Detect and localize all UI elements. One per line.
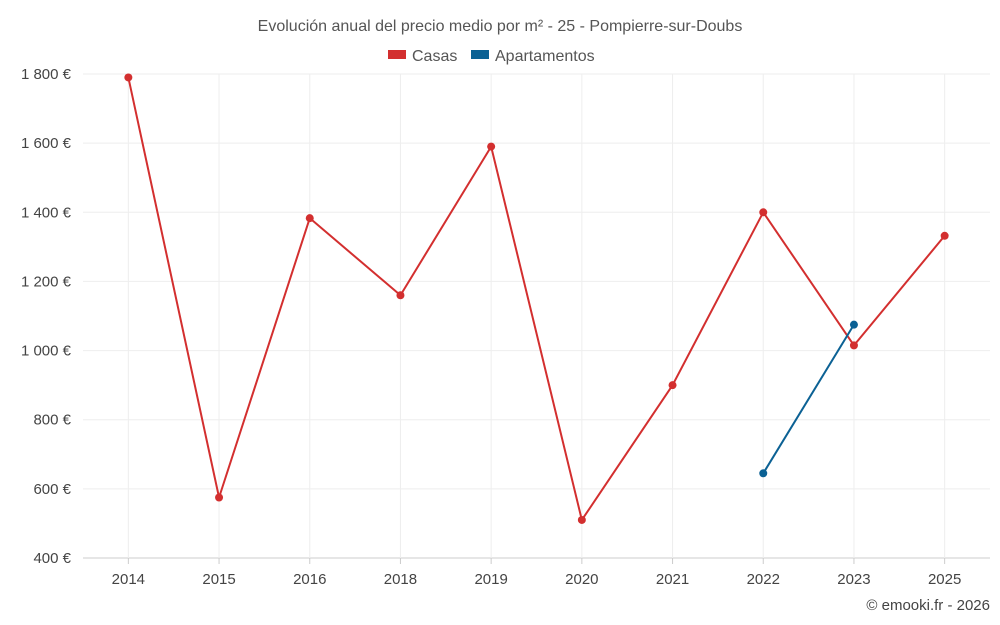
data-point-apartamentos[interactable] xyxy=(849,320,858,329)
legend-swatch-apartamentos xyxy=(471,50,489,59)
data-point-casas[interactable] xyxy=(849,341,858,350)
legend-item-apartamentos[interactable]: Apartamentos xyxy=(471,48,595,65)
x-axis: 2014 2015 2016 2018 2019 2020 2021 2022 2023 2025 xyxy=(112,558,961,588)
data-point-casas[interactable] xyxy=(577,515,586,524)
legend-label-casas: Casas xyxy=(412,48,457,65)
grid xyxy=(83,73,990,559)
legend-item-casas[interactable]: Casas xyxy=(388,48,457,65)
y-tick-label: 400 € xyxy=(33,550,71,567)
x-tick-label: 2019 xyxy=(474,571,507,588)
x-tick-label: 2020 xyxy=(565,571,598,588)
series-line-apartamentos xyxy=(762,324,855,474)
series-casas xyxy=(124,73,949,524)
data-point-casas[interactable] xyxy=(124,73,133,82)
chart-title: Evolución anual del precio medio por m² … xyxy=(258,18,743,35)
legend-label-apartamentos: Apartamentos xyxy=(495,48,595,65)
data-point-casas[interactable] xyxy=(940,231,949,240)
y-tick-label: 1 600 € xyxy=(21,135,72,152)
data-point-casas[interactable] xyxy=(759,208,768,217)
y-tick-label: 1 800 € xyxy=(21,66,72,83)
x-tick-label: 2025 xyxy=(928,571,961,588)
x-tick-label: 2015 xyxy=(202,571,235,588)
x-tick-label: 2023 xyxy=(837,571,870,588)
x-tick-label: 2021 xyxy=(656,571,689,588)
series-apartamentos xyxy=(759,320,858,478)
data-point-casas[interactable] xyxy=(396,291,405,300)
legend-swatch-casas xyxy=(388,50,406,59)
x-tick-label: 2016 xyxy=(293,571,326,588)
y-tick-label: 1 200 € xyxy=(21,273,72,290)
x-tick-label: 2018 xyxy=(384,571,417,588)
data-point-apartamentos[interactable] xyxy=(759,469,768,478)
data-point-casas[interactable] xyxy=(305,214,314,223)
x-tick-label: 2014 xyxy=(112,571,145,588)
legend: Casas Apartamentos xyxy=(388,48,595,65)
data-point-casas[interactable] xyxy=(487,142,496,151)
series-layer xyxy=(124,73,949,524)
y-tick-label: 800 € xyxy=(33,412,71,429)
series-line-casas xyxy=(127,77,946,521)
y-axis: 400 € 600 € 800 € 1 000 € 1 200 € 1 400 € 1 60… xyxy=(21,66,72,567)
y-tick-label: 600 € xyxy=(33,481,71,498)
data-point-casas[interactable] xyxy=(668,381,677,390)
x-tick-label: 2022 xyxy=(747,571,780,588)
footer-credit: © emooki.fr - 2026 xyxy=(866,597,990,614)
y-tick-label: 1 000 € xyxy=(21,343,72,360)
y-tick-label: 1 400 € xyxy=(21,204,72,221)
data-point-casas[interactable] xyxy=(215,493,224,502)
